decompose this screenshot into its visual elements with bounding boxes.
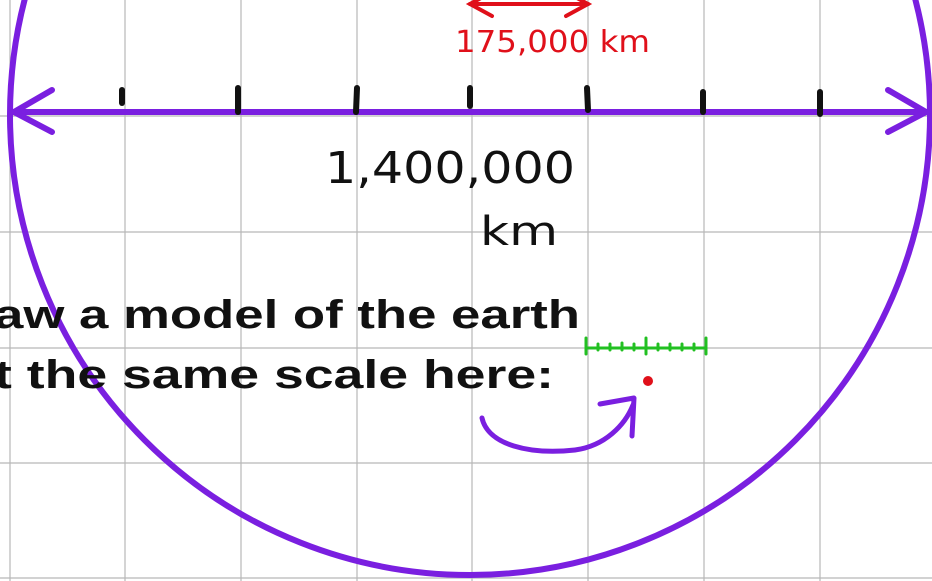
arrow-head (465, 0, 494, 18)
arrow-head (7, 87, 55, 135)
diameter-number: 1,400,000 (325, 143, 575, 194)
arrow-curve (479, 402, 636, 454)
earth-dot (643, 376, 653, 386)
prompt-line: aw a model of the earth (0, 293, 580, 337)
prompt-line: t the same scale here: (0, 353, 554, 397)
diameter-unit: km (480, 209, 558, 255)
tick-marks (119, 85, 823, 117)
pointer-arrow (479, 395, 637, 454)
arrow-head (885, 87, 932, 135)
small-distance-label: 175,000 km (455, 25, 650, 60)
tick (353, 85, 360, 115)
diameter-arrow (7, 87, 932, 135)
earth-scale-bar (584, 336, 708, 356)
sun-circle (7, 0, 932, 578)
arrow-head (597, 395, 637, 439)
arrow-head (564, 0, 593, 18)
tick (584, 85, 591, 113)
small-arrow (465, 0, 593, 18)
